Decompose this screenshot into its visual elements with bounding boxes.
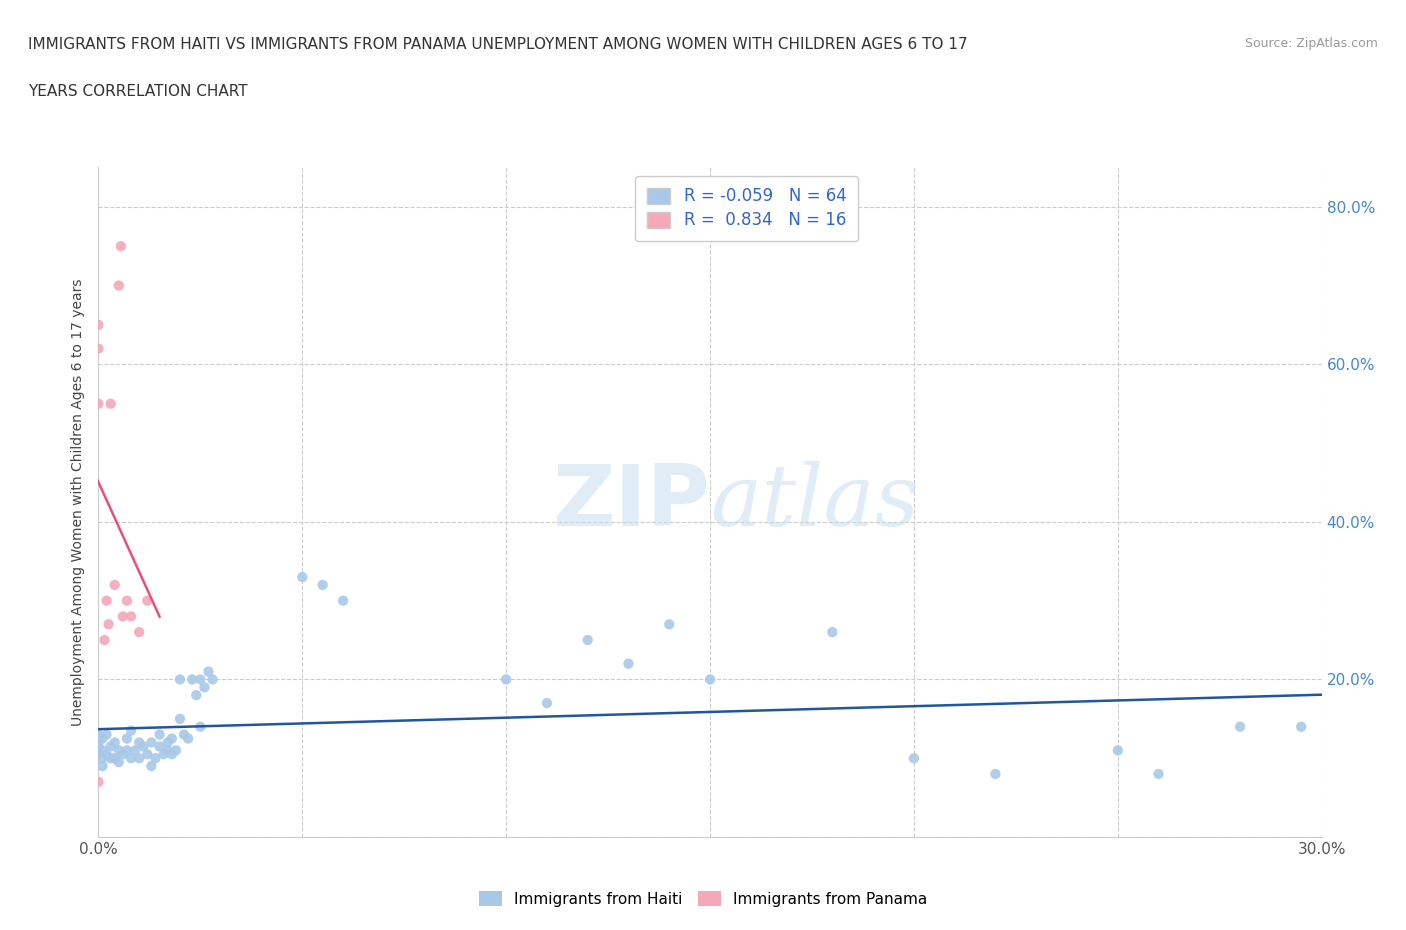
Point — [141, 735, 163, 750]
Point — [91, 751, 114, 765]
Point — [169, 711, 191, 726]
Point — [984, 766, 1007, 781]
Point — [145, 751, 167, 765]
Point — [96, 747, 118, 762]
Point — [699, 672, 721, 687]
Text: Source: ZipAtlas.com: Source: ZipAtlas.com — [1244, 37, 1378, 50]
Point — [332, 593, 354, 608]
Text: ZIP: ZIP — [553, 460, 710, 544]
Point — [96, 727, 118, 742]
Point — [149, 727, 172, 742]
Point — [104, 735, 127, 750]
Point — [87, 341, 110, 356]
Point — [821, 625, 844, 640]
Point — [100, 739, 122, 754]
Point — [128, 735, 150, 750]
Point — [97, 617, 120, 631]
Point — [188, 672, 212, 687]
Point — [96, 593, 118, 608]
Point — [124, 743, 146, 758]
Point — [136, 593, 159, 608]
Point — [193, 680, 215, 695]
Point — [100, 751, 122, 765]
Point — [108, 278, 131, 293]
Point — [177, 731, 200, 746]
Point — [87, 317, 110, 332]
Point — [1107, 743, 1129, 758]
Point — [291, 569, 314, 584]
Point — [120, 609, 142, 624]
Point — [111, 747, 134, 762]
Point — [120, 751, 142, 765]
Text: atlas: atlas — [710, 461, 920, 543]
Point — [104, 751, 127, 765]
Point — [100, 396, 122, 411]
Point — [536, 696, 558, 711]
Point — [91, 731, 114, 746]
Point — [132, 739, 155, 754]
Point — [152, 747, 174, 762]
Point — [160, 747, 183, 762]
Point — [576, 632, 599, 647]
Point — [110, 239, 132, 254]
Point — [156, 743, 179, 758]
Point — [165, 743, 187, 758]
Point — [87, 396, 110, 411]
Point — [312, 578, 335, 592]
Point — [617, 657, 640, 671]
Point — [87, 747, 110, 762]
Point — [91, 743, 114, 758]
Point — [87, 727, 110, 742]
Point — [87, 739, 110, 754]
Point — [186, 688, 208, 703]
Point — [160, 731, 183, 746]
Point — [87, 735, 110, 750]
Point — [1229, 719, 1251, 734]
Point — [658, 617, 681, 631]
Point — [120, 724, 142, 738]
Point — [128, 625, 150, 640]
Point — [108, 755, 131, 770]
Point — [201, 672, 224, 687]
Point — [128, 751, 150, 765]
Point — [141, 759, 163, 774]
Point — [173, 727, 195, 742]
Point — [91, 759, 114, 774]
Point — [903, 751, 925, 765]
Point — [197, 664, 219, 679]
Point — [108, 743, 131, 758]
Point — [115, 593, 138, 608]
Point — [181, 672, 204, 687]
Point — [115, 731, 138, 746]
Point — [136, 747, 159, 762]
Point — [169, 672, 191, 687]
Text: IMMIGRANTS FROM HAITI VS IMMIGRANTS FROM PANAMA UNEMPLOYMENT AMONG WOMEN WITH CH: IMMIGRANTS FROM HAITI VS IMMIGRANTS FROM… — [28, 37, 967, 52]
Point — [104, 578, 127, 592]
Point — [93, 632, 115, 647]
Point — [87, 775, 110, 790]
Point — [1147, 766, 1170, 781]
Point — [111, 609, 134, 624]
Y-axis label: Unemployment Among Women with Children Ages 6 to 17 years: Unemployment Among Women with Children A… — [72, 278, 86, 726]
Point — [495, 672, 517, 687]
Point — [149, 739, 172, 754]
Legend: Immigrants from Haiti, Immigrants from Panama: Immigrants from Haiti, Immigrants from P… — [472, 885, 934, 913]
Point — [156, 735, 179, 750]
Legend: R = -0.059   N = 64, R =  0.834   N = 16: R = -0.059 N = 64, R = 0.834 N = 16 — [636, 176, 858, 241]
Point — [188, 719, 212, 734]
Point — [1291, 719, 1313, 734]
Point — [115, 743, 138, 758]
Text: YEARS CORRELATION CHART: YEARS CORRELATION CHART — [28, 84, 247, 99]
